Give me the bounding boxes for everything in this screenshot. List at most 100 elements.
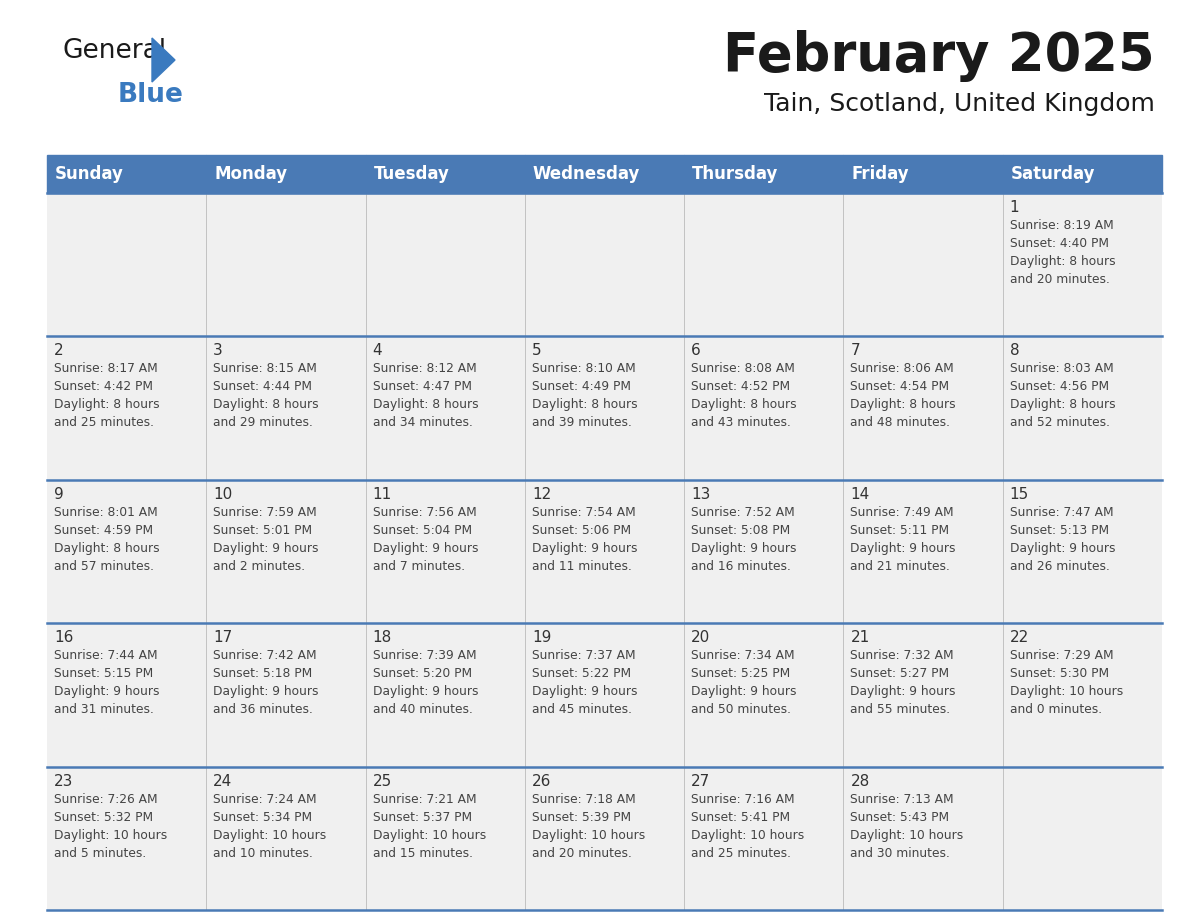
- Text: 2: 2: [53, 343, 64, 358]
- Bar: [525, 155, 684, 193]
- Bar: [48, 623, 207, 767]
- Bar: [366, 155, 525, 193]
- Bar: [366, 193, 525, 336]
- Text: 24: 24: [214, 774, 233, 789]
- Text: 15: 15: [1010, 487, 1029, 502]
- Text: Tuesday: Tuesday: [373, 165, 449, 183]
- Text: Sunrise: 7:37 AM
Sunset: 5:22 PM
Daylight: 9 hours
and 45 minutes.: Sunrise: 7:37 AM Sunset: 5:22 PM Dayligh…: [532, 649, 637, 716]
- Text: Blue: Blue: [118, 82, 184, 108]
- Text: 12: 12: [532, 487, 551, 502]
- Text: 22: 22: [1010, 630, 1029, 645]
- Text: Sunrise: 8:10 AM
Sunset: 4:49 PM
Daylight: 8 hours
and 39 minutes.: Sunrise: 8:10 AM Sunset: 4:49 PM Dayligh…: [532, 363, 638, 430]
- Bar: [525, 623, 684, 767]
- Text: Sunrise: 7:42 AM
Sunset: 5:18 PM
Daylight: 9 hours
and 36 minutes.: Sunrise: 7:42 AM Sunset: 5:18 PM Dayligh…: [214, 649, 318, 716]
- Bar: [525, 336, 684, 480]
- Bar: [207, 336, 366, 480]
- Text: Sunrise: 7:24 AM
Sunset: 5:34 PM
Daylight: 10 hours
and 10 minutes.: Sunrise: 7:24 AM Sunset: 5:34 PM Dayligh…: [214, 792, 327, 859]
- Bar: [1003, 767, 1162, 910]
- Bar: [684, 623, 843, 767]
- Bar: [1003, 480, 1162, 623]
- Text: Wednesday: Wednesday: [533, 165, 640, 183]
- Text: 26: 26: [532, 774, 551, 789]
- Text: Sunrise: 7:52 AM
Sunset: 5:08 PM
Daylight: 9 hours
and 16 minutes.: Sunrise: 7:52 AM Sunset: 5:08 PM Dayligh…: [691, 506, 797, 573]
- Bar: [207, 623, 366, 767]
- Bar: [684, 155, 843, 193]
- Bar: [1003, 193, 1162, 336]
- Bar: [366, 336, 525, 480]
- Text: 23: 23: [53, 774, 74, 789]
- Text: 14: 14: [851, 487, 870, 502]
- Text: 10: 10: [214, 487, 233, 502]
- Text: Sunrise: 7:59 AM
Sunset: 5:01 PM
Daylight: 9 hours
and 2 minutes.: Sunrise: 7:59 AM Sunset: 5:01 PM Dayligh…: [214, 506, 318, 573]
- Bar: [684, 193, 843, 336]
- Bar: [525, 767, 684, 910]
- Text: Sunrise: 8:06 AM
Sunset: 4:54 PM
Daylight: 8 hours
and 48 minutes.: Sunrise: 8:06 AM Sunset: 4:54 PM Dayligh…: [851, 363, 956, 430]
- Bar: [684, 336, 843, 480]
- Text: 16: 16: [53, 630, 74, 645]
- Text: 27: 27: [691, 774, 710, 789]
- Text: Saturday: Saturday: [1011, 165, 1095, 183]
- Bar: [843, 767, 1003, 910]
- Text: Sunrise: 7:34 AM
Sunset: 5:25 PM
Daylight: 9 hours
and 50 minutes.: Sunrise: 7:34 AM Sunset: 5:25 PM Dayligh…: [691, 649, 797, 716]
- Bar: [525, 193, 684, 336]
- Bar: [843, 480, 1003, 623]
- Text: 8: 8: [1010, 343, 1019, 358]
- Text: Monday: Monday: [214, 165, 287, 183]
- Bar: [1003, 336, 1162, 480]
- Bar: [843, 336, 1003, 480]
- Bar: [207, 480, 366, 623]
- Text: Sunrise: 7:29 AM
Sunset: 5:30 PM
Daylight: 10 hours
and 0 minutes.: Sunrise: 7:29 AM Sunset: 5:30 PM Dayligh…: [1010, 649, 1123, 716]
- Text: Sunrise: 7:39 AM
Sunset: 5:20 PM
Daylight: 9 hours
and 40 minutes.: Sunrise: 7:39 AM Sunset: 5:20 PM Dayligh…: [373, 649, 478, 716]
- Bar: [1003, 623, 1162, 767]
- Text: 11: 11: [373, 487, 392, 502]
- Text: 18: 18: [373, 630, 392, 645]
- Text: 6: 6: [691, 343, 701, 358]
- Text: 19: 19: [532, 630, 551, 645]
- Bar: [843, 623, 1003, 767]
- Text: 9: 9: [53, 487, 64, 502]
- Text: February 2025: February 2025: [723, 30, 1155, 82]
- Bar: [48, 480, 207, 623]
- Text: Sunrise: 8:01 AM
Sunset: 4:59 PM
Daylight: 8 hours
and 57 minutes.: Sunrise: 8:01 AM Sunset: 4:59 PM Dayligh…: [53, 506, 159, 573]
- Text: Sunrise: 7:18 AM
Sunset: 5:39 PM
Daylight: 10 hours
and 20 minutes.: Sunrise: 7:18 AM Sunset: 5:39 PM Dayligh…: [532, 792, 645, 859]
- Text: Sunrise: 7:54 AM
Sunset: 5:06 PM
Daylight: 9 hours
and 11 minutes.: Sunrise: 7:54 AM Sunset: 5:06 PM Dayligh…: [532, 506, 637, 573]
- Text: Thursday: Thursday: [693, 165, 778, 183]
- Text: 21: 21: [851, 630, 870, 645]
- Text: 1: 1: [1010, 200, 1019, 215]
- Text: Sunrise: 7:16 AM
Sunset: 5:41 PM
Daylight: 10 hours
and 25 minutes.: Sunrise: 7:16 AM Sunset: 5:41 PM Dayligh…: [691, 792, 804, 859]
- Text: 3: 3: [214, 343, 223, 358]
- Bar: [843, 155, 1003, 193]
- Text: General: General: [62, 38, 166, 64]
- Text: Sunrise: 7:32 AM
Sunset: 5:27 PM
Daylight: 9 hours
and 55 minutes.: Sunrise: 7:32 AM Sunset: 5:27 PM Dayligh…: [851, 649, 956, 716]
- Text: Sunrise: 7:21 AM
Sunset: 5:37 PM
Daylight: 10 hours
and 15 minutes.: Sunrise: 7:21 AM Sunset: 5:37 PM Dayligh…: [373, 792, 486, 859]
- Bar: [684, 767, 843, 910]
- Text: Sunday: Sunday: [55, 165, 124, 183]
- Bar: [48, 767, 207, 910]
- Text: 17: 17: [214, 630, 233, 645]
- Bar: [684, 480, 843, 623]
- Text: Sunrise: 7:47 AM
Sunset: 5:13 PM
Daylight: 9 hours
and 26 minutes.: Sunrise: 7:47 AM Sunset: 5:13 PM Dayligh…: [1010, 506, 1116, 573]
- Bar: [48, 336, 207, 480]
- Bar: [48, 193, 207, 336]
- Text: 20: 20: [691, 630, 710, 645]
- Bar: [843, 193, 1003, 336]
- Text: Sunrise: 8:15 AM
Sunset: 4:44 PM
Daylight: 8 hours
and 29 minutes.: Sunrise: 8:15 AM Sunset: 4:44 PM Dayligh…: [214, 363, 318, 430]
- Text: 13: 13: [691, 487, 710, 502]
- Bar: [366, 480, 525, 623]
- Text: 4: 4: [373, 343, 383, 358]
- Text: 5: 5: [532, 343, 542, 358]
- Bar: [366, 767, 525, 910]
- Bar: [366, 623, 525, 767]
- Polygon shape: [152, 38, 175, 82]
- Text: 25: 25: [373, 774, 392, 789]
- Text: Sunrise: 8:08 AM
Sunset: 4:52 PM
Daylight: 8 hours
and 43 minutes.: Sunrise: 8:08 AM Sunset: 4:52 PM Dayligh…: [691, 363, 797, 430]
- Text: Tain, Scotland, United Kingdom: Tain, Scotland, United Kingdom: [764, 92, 1155, 116]
- Bar: [525, 480, 684, 623]
- Text: Sunrise: 7:49 AM
Sunset: 5:11 PM
Daylight: 9 hours
and 21 minutes.: Sunrise: 7:49 AM Sunset: 5:11 PM Dayligh…: [851, 506, 956, 573]
- Text: Sunrise: 7:13 AM
Sunset: 5:43 PM
Daylight: 10 hours
and 30 minutes.: Sunrise: 7:13 AM Sunset: 5:43 PM Dayligh…: [851, 792, 963, 859]
- Bar: [207, 155, 366, 193]
- Text: Sunrise: 8:17 AM
Sunset: 4:42 PM
Daylight: 8 hours
and 25 minutes.: Sunrise: 8:17 AM Sunset: 4:42 PM Dayligh…: [53, 363, 159, 430]
- Bar: [48, 155, 207, 193]
- Text: Sunrise: 8:12 AM
Sunset: 4:47 PM
Daylight: 8 hours
and 34 minutes.: Sunrise: 8:12 AM Sunset: 4:47 PM Dayligh…: [373, 363, 479, 430]
- Text: Sunrise: 7:56 AM
Sunset: 5:04 PM
Daylight: 9 hours
and 7 minutes.: Sunrise: 7:56 AM Sunset: 5:04 PM Dayligh…: [373, 506, 478, 573]
